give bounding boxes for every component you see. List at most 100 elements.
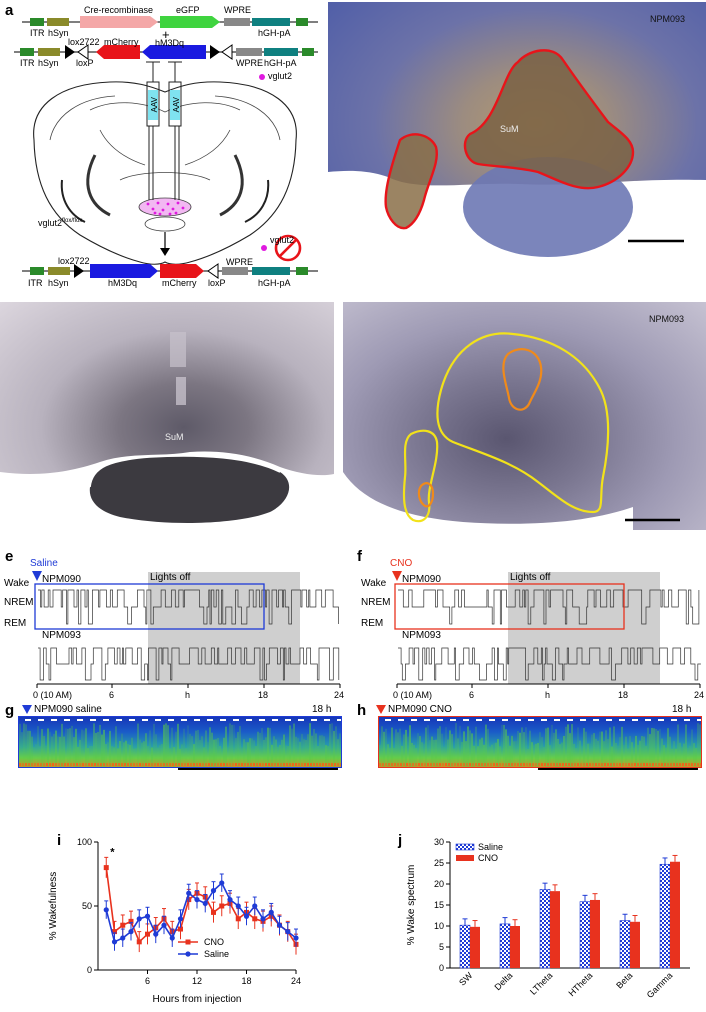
spectrogram-dash (580, 719, 586, 721)
chart-i-point-cno (178, 926, 183, 932)
spectrogram-band (301, 763, 303, 766)
spectrogram-stripe (649, 734, 651, 767)
chart-i-legend-marker (185, 939, 191, 945)
spectrogram-dash (684, 719, 690, 721)
chart-i-point-saline (103, 907, 109, 913)
spectrogram-stripe (101, 734, 103, 767)
hypnogram-path (38, 647, 340, 681)
spectrogram-stripe (451, 734, 453, 767)
spectrogram-stripe (659, 729, 661, 767)
spectrogram-dash (129, 719, 135, 721)
chart-i-legend-label: Saline (204, 949, 229, 959)
spectrogram-stripe (325, 745, 327, 767)
spectrogram-band (34, 763, 36, 766)
spectrogram-stripe (567, 724, 569, 767)
spectrogram-stripe (571, 724, 573, 767)
spectrogram-stripe (91, 745, 93, 767)
spectrogram-g-dark-bar (178, 768, 338, 770)
spectrogram-band (100, 763, 102, 766)
spectrogram-band (589, 763, 591, 766)
spectrogram-stripe (579, 740, 581, 767)
label-f-treatment: CNO (390, 558, 413, 569)
spectrogram-stripe (33, 747, 35, 767)
spectrogram-band (583, 763, 585, 766)
label-g-duration: 18 h (312, 704, 332, 715)
spectrogram-stripe (453, 748, 455, 767)
label-d-animal-id: NPM093 (649, 314, 685, 324)
spectrogram-stripe (695, 747, 697, 767)
label-f-tick-h: h (545, 690, 551, 700)
spectrogram-band (649, 763, 651, 766)
spectrogram-stripe (69, 728, 71, 767)
spectrogram-band (658, 763, 660, 766)
chart-i-ytick-label: 100 (77, 837, 92, 847)
spectrogram-band (673, 763, 675, 766)
chart-i-point-saline (194, 897, 200, 903)
spectrogram-band (463, 763, 465, 766)
spectrogram-band (133, 763, 135, 766)
spectrogram-dash (671, 719, 677, 721)
label-f-rem: REM (361, 618, 384, 629)
label-wpre-top: WPRE (224, 5, 251, 15)
spectrogram-band (211, 763, 213, 766)
spectrogram-stripe (79, 739, 81, 767)
spectrogram-stripe (117, 748, 119, 767)
spectrogram-stripe (663, 745, 665, 767)
spectrogram-stripe (181, 744, 183, 767)
spectrogram-dash (298, 719, 304, 721)
chart-j-bar-cno (470, 926, 480, 968)
spectrogram-band (130, 763, 132, 766)
spectrogram-stripe (475, 726, 477, 767)
panel-label-i: i (57, 832, 62, 849)
spectrogram-stripe (27, 730, 29, 767)
spectrogram-stripe (513, 741, 515, 767)
label-f-nrem: NREM (361, 597, 391, 608)
spectrogram-stripe (409, 725, 411, 767)
chart-j-bar-saline (619, 920, 631, 969)
spectrogram-band (661, 763, 663, 766)
spectrogram-stripe (555, 729, 557, 767)
spectrogram-band (637, 763, 639, 766)
spectrogram-stripe (459, 725, 461, 767)
spectrogram-stripe (691, 729, 693, 767)
chart-j-bar-cno (510, 926, 520, 968)
spectrogram-dash (64, 719, 70, 721)
spectrogram-stripe (145, 733, 147, 767)
chart-i-xtick-label: 6 (145, 976, 150, 986)
chart-i-legend-label: CNO (204, 937, 224, 947)
spectrogram-stripe (625, 736, 627, 767)
spectrogram-stripe (269, 728, 271, 767)
spectrogram-stripe (489, 746, 491, 767)
spectrogram-stripe (61, 723, 63, 767)
spectrogram-stripe (227, 746, 229, 767)
spectrogram-stripe (643, 736, 645, 767)
spectrogram-stripe (439, 726, 441, 767)
spectrogram-band (265, 763, 267, 766)
spectrogram-dash (385, 719, 391, 721)
spectrogram-stripe (29, 730, 31, 767)
spectrogram-stripe (89, 746, 91, 767)
chart-i-point-saline (169, 935, 175, 941)
label-lox-bottom: lox2722 (58, 256, 90, 266)
spectrogram-band (421, 763, 423, 766)
spectrogram-band (388, 763, 390, 766)
spectrogram-stripe (393, 747, 395, 767)
spectrogram-dash (489, 719, 495, 721)
spectrogram-stripe (299, 741, 301, 767)
spectrogram-band (481, 763, 483, 766)
spectrogram-stripe (141, 742, 143, 767)
spectrogram-stripe (657, 730, 659, 767)
spectrogram-band (46, 763, 48, 766)
hypnogram-e-trace-2 (38, 647, 340, 681)
spectrogram-dash (437, 719, 443, 721)
spectrogram-stripe (213, 739, 215, 767)
spectrogram-band (40, 763, 42, 766)
spectrogram-stripe (179, 748, 181, 767)
chart-i-legend-marker (185, 951, 191, 957)
spectrogram-stripe (165, 723, 167, 767)
spectrogram-stripe (699, 724, 701, 767)
spectrogram-band (400, 763, 402, 766)
spectrogram-stripe (197, 730, 199, 767)
chart-j-bar-cno (630, 921, 640, 968)
panel-label-h: h (357, 702, 367, 719)
